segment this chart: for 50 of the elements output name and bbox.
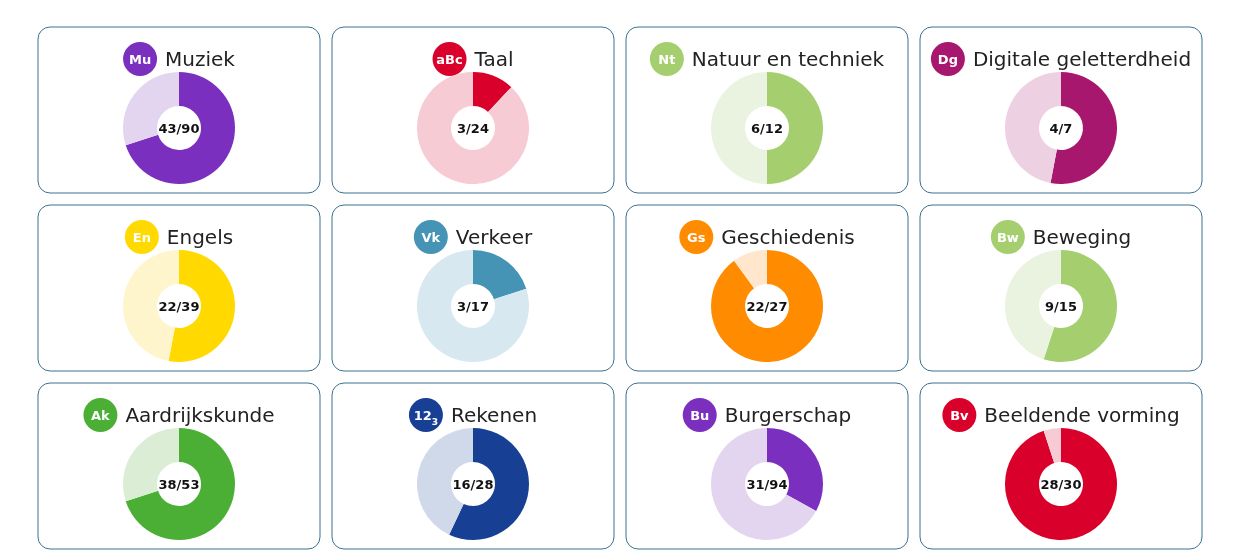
text: 16/28: [452, 476, 494, 492]
subject-badge-icon: Bu: [682, 398, 717, 432]
text: 3/24: [457, 120, 489, 136]
text: 6/12: [751, 120, 783, 136]
text: 22/39: [158, 298, 200, 314]
text: 43/90: [158, 120, 200, 136]
chart-title: Beweging: [1032, 225, 1132, 249]
subject-badge-icon: aBc: [432, 42, 467, 76]
subject-badge-icon: Ak: [83, 398, 118, 432]
text: 3/17: [457, 298, 489, 314]
chart-title: Digitale geletterdheid: [972, 47, 1192, 71]
donut-slice: [711, 428, 817, 540]
donut-slice: [125, 72, 235, 184]
subject-badge-icon: Vk: [413, 220, 448, 254]
donut-slice: [125, 428, 235, 540]
text: 31/94: [746, 476, 788, 492]
donut-slice: [1043, 428, 1061, 464]
subject-badge-icon: 12$_{3}$: [408, 398, 443, 432]
chart-title: Burgerschap: [724, 403, 852, 427]
chart-title: Verkeer: [455, 225, 533, 249]
chart-title: Natuur en techniek: [691, 47, 885, 71]
subject-badge-icon: Bv: [942, 398, 977, 432]
donut-slice: [417, 72, 529, 184]
text: 22/27: [746, 298, 788, 314]
chart-title: Aardrijkskunde: [125, 403, 275, 427]
subject-badge-icon: Nt: [649, 42, 684, 76]
text: 38/53: [158, 476, 200, 492]
subject-badge-icon: En: [124, 220, 159, 254]
donut-slice: [711, 250, 823, 362]
chart-title: Engels: [166, 225, 234, 249]
donut-slice: [1043, 250, 1117, 362]
text: 28/30: [1040, 476, 1082, 492]
chart-title: Geschiedenis: [721, 225, 855, 249]
donut-slice: [734, 250, 767, 289]
donut-slice: [473, 250, 527, 300]
chart-title: Rekenen: [450, 403, 538, 427]
donut-slice: [473, 72, 512, 112]
donut-slice: [417, 250, 529, 362]
subject-badge-icon: Bw: [990, 220, 1025, 254]
chart-title: Muziek: [165, 47, 236, 71]
text: 9/15: [1045, 298, 1077, 314]
chart-title: Taal: [473, 47, 514, 71]
donut-slice: [1005, 428, 1117, 540]
donut-slice: [1050, 72, 1117, 184]
text: 4/7: [1049, 120, 1073, 136]
chart-title: Beeldende vorming: [984, 403, 1180, 427]
subject-badge-icon: Dg: [930, 42, 965, 76]
donut-slice: [449, 428, 529, 540]
subject-badge-icon: Mu: [123, 42, 158, 76]
subject-badge-icon: Gs: [679, 220, 714, 254]
